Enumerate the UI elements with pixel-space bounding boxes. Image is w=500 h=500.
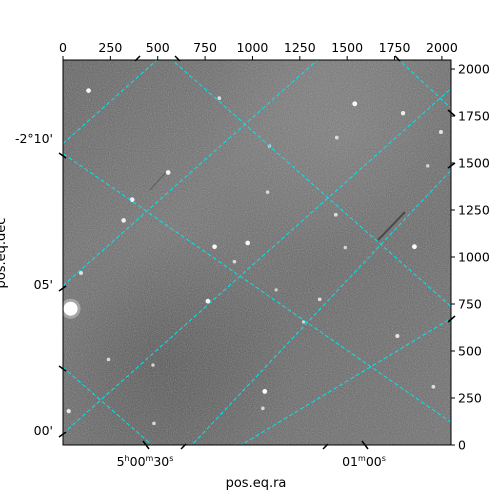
star [400,111,406,116]
grid-line-ra [191,169,451,445]
satellite-trail [377,211,406,241]
y-tick-label: 1000 [458,250,490,265]
grid-line-dec [63,152,451,423]
star [129,197,135,203]
star [217,96,222,101]
x-tick-label: 250 [98,40,122,55]
star [352,101,358,107]
star [261,406,265,411]
y-tick-label: 1750 [458,109,490,124]
y-tick-label: 750 [458,297,482,312]
x-tick-label: 500 [146,40,170,55]
grid-line-dec [398,60,451,109]
star [151,363,155,367]
ra-tick [322,443,329,450]
dec-tick [58,152,67,159]
star [205,298,211,304]
star [86,88,91,93]
grid-line-dec [171,60,451,308]
dec-tick [58,285,67,292]
y-tick-label: 1500 [458,156,490,171]
star [412,244,417,250]
star [152,421,156,426]
star [232,259,237,264]
star [343,245,347,250]
x-tick-label: 0 [59,40,67,55]
y-tick-label: 2000 [458,62,490,77]
star [79,271,83,275]
ra-tick [142,440,150,450]
satellite-trail-faint [149,169,169,191]
grid-line-ra [63,60,319,287]
y-tick-label: 0 [458,438,466,453]
ra-axis [134,55,401,450]
star [245,240,251,246]
y-tick-label: 250 [458,391,482,406]
pixel-y-axis: 0 250 500 750 1000 1250 1500 1750 2000 [451,62,490,453]
grid-line-ra [63,87,451,435]
x-tick-label: 1000 [237,40,269,55]
star [265,190,270,194]
grid-line-ra [63,60,158,145]
star [317,297,322,302]
ra-tick [180,443,187,450]
coordinate-grid [63,60,451,445]
dec-tick [58,431,67,438]
star [334,135,339,140]
y-tick-label: 1250 [458,203,490,218]
dec-tick [58,365,67,372]
x-tick-label: 2000 [426,40,458,55]
star [438,129,443,135]
star [333,212,338,217]
ra-tick-label: 01m00s [342,454,386,469]
plot-frame [62,59,452,446]
grid-line-dec [63,366,153,445]
ra-tick-top [394,55,401,62]
dec-tick-right [447,109,456,117]
ra-tick-top [134,55,141,62]
ra-tick [361,440,369,450]
dec-tick-label: -2°10' [15,131,53,146]
sky-image [63,60,451,445]
stars-layer [63,88,443,426]
y-axis-title: pos.eq.dec [0,218,9,289]
ra-tick-label: 5h00m30s [117,454,174,469]
dec-tick-label: 00' [34,423,53,438]
grid-line-ra [240,317,451,445]
x-axis-title: pos.eq.ra [226,476,287,491]
star [121,218,126,223]
star [274,288,278,292]
ra-tick-top [174,55,181,62]
y-tick-label: 500 [458,344,482,359]
star [431,384,436,389]
star [66,409,71,414]
pixel-x-axis: 0 250 500 750 1000 1250 1500 1750 2000 [59,40,458,60]
star [425,164,430,168]
star [212,244,217,250]
dec-tick-right [447,162,456,169]
star [106,357,111,362]
x-tick-label: 750 [193,40,217,55]
x-tick-label: 1250 [284,40,316,55]
dec-axis [58,109,456,438]
dec-tick-label: 05' [34,277,53,292]
x-tick-label: 1500 [331,40,363,55]
star [63,301,78,316]
star [395,333,400,338]
dec-tick-right [447,315,456,323]
star [165,170,171,175]
x-tick-label: 1750 [379,40,411,55]
star [262,389,268,394]
